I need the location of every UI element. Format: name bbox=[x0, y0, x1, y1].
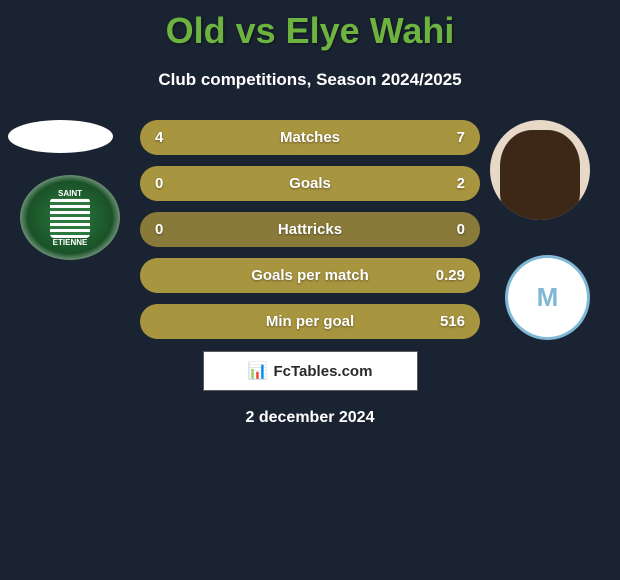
club-right-badge: M bbox=[505, 255, 590, 340]
stat-row: Min per goal 516 bbox=[140, 304, 480, 339]
stat-value-right: 0.29 bbox=[436, 267, 465, 284]
fctables-logo[interactable]: 📊 FcTables.com bbox=[203, 351, 418, 391]
footer-date: 2 december 2024 bbox=[0, 409, 620, 427]
stat-value-right: 2 bbox=[457, 175, 465, 192]
club-left-text-bottom: ETIENNE bbox=[53, 238, 88, 247]
comparison-area: SAINT ETIENNE M 4 Matches 7 0 Goals 2 0 Hattric… bbox=[0, 120, 620, 339]
stat-value-left: 0 bbox=[155, 221, 163, 238]
footer-logo-text: FcTables.com bbox=[274, 363, 373, 380]
player-right-avatar bbox=[490, 120, 590, 220]
stat-value-left: 4 bbox=[155, 129, 163, 146]
stat-row: 4 Matches 7 bbox=[140, 120, 480, 155]
stats-container: 4 Matches 7 0 Goals 2 0 Hattricks 0 Goals per mat… bbox=[140, 120, 480, 339]
stat-row: 0 Hattricks 0 bbox=[140, 212, 480, 247]
club-left-text-top: SAINT bbox=[58, 189, 82, 198]
stat-value-right: 7 bbox=[457, 129, 465, 146]
club-right-symbol: M bbox=[537, 282, 559, 313]
stat-label: Min per goal bbox=[266, 313, 354, 330]
stat-value-right: 0 bbox=[457, 221, 465, 238]
page-title: Old vs Elye Wahi bbox=[0, 0, 620, 52]
stat-label: Goals bbox=[289, 175, 331, 192]
club-left-badge: SAINT ETIENNE bbox=[20, 175, 120, 260]
stat-value-left: 0 bbox=[155, 175, 163, 192]
stat-row: 0 Goals 2 bbox=[140, 166, 480, 201]
club-left-stripes-icon bbox=[50, 198, 90, 238]
stat-label: Hattricks bbox=[278, 221, 342, 238]
stat-label: Goals per match bbox=[251, 267, 369, 284]
avatar-face-placeholder bbox=[500, 130, 580, 220]
stat-row: Goals per match 0.29 bbox=[140, 258, 480, 293]
subtitle: Club competitions, Season 2024/2025 bbox=[0, 70, 620, 90]
stat-label: Matches bbox=[280, 129, 340, 146]
stat-value-right: 516 bbox=[440, 313, 465, 330]
chart-icon: 📊 bbox=[248, 361, 268, 381]
player-left-avatar bbox=[8, 120, 113, 153]
